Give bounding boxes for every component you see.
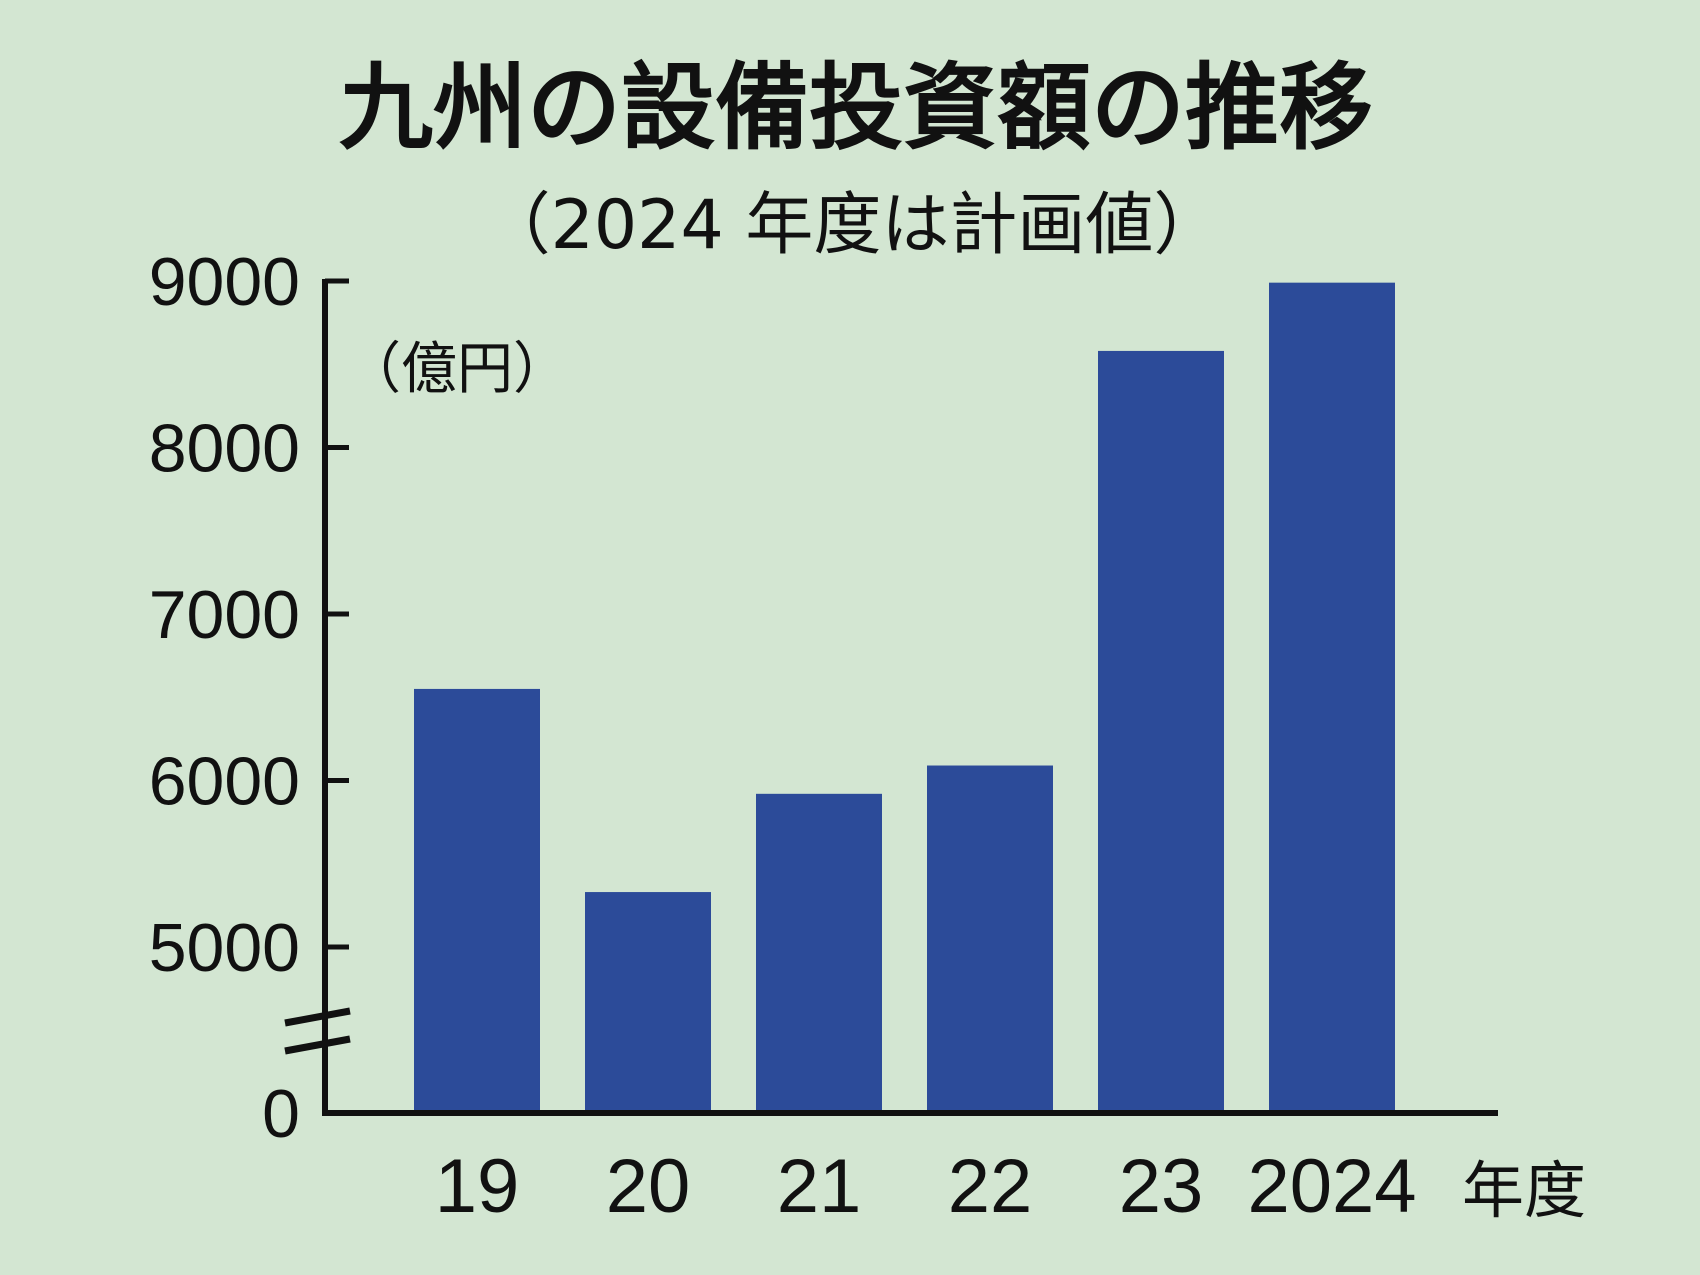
x-tick-label: 22 [948,1144,1033,1229]
y-axis-unit: （億円） [345,337,569,402]
x-tick-label: 19 [435,1144,520,1229]
bars [414,282,1395,1113]
y-tick-label: 0 [262,1076,300,1152]
bar-23 [1098,350,1224,1113]
chart-title: 九州の設備投資額の推移 [339,54,1373,163]
x-tick-label: 23 [1119,1144,1204,1229]
axes [284,278,1498,1116]
bar-20 [585,892,711,1113]
y-tick-labels: 9000 8000 7000 6000 5000 0 [149,244,300,1152]
x-tick-label: 20 [606,1144,691,1229]
bar-21 [756,793,882,1113]
bar-22 [927,765,1053,1113]
x-tick-labels: 19 20 21 22 23 2024 [435,1144,1417,1229]
x-tick-label: 21 [777,1144,862,1229]
y-tick-label: 5000 [149,910,300,986]
axis-break-mark [284,1007,351,1027]
bar-19 [414,688,540,1113]
chart-subtitle: （2024 年度は計画値） [483,186,1222,265]
x-tick-label: 2024 [1247,1144,1416,1229]
y-tick-label: 9000 [149,244,300,320]
y-tick-label: 7000 [149,577,300,653]
x-axis-unit: 年度 [1462,1154,1586,1227]
y-tick-label: 8000 [149,411,300,487]
axis-break-mark [284,1035,351,1055]
y-tick-label: 6000 [149,744,300,820]
bar-2024 [1269,282,1395,1113]
